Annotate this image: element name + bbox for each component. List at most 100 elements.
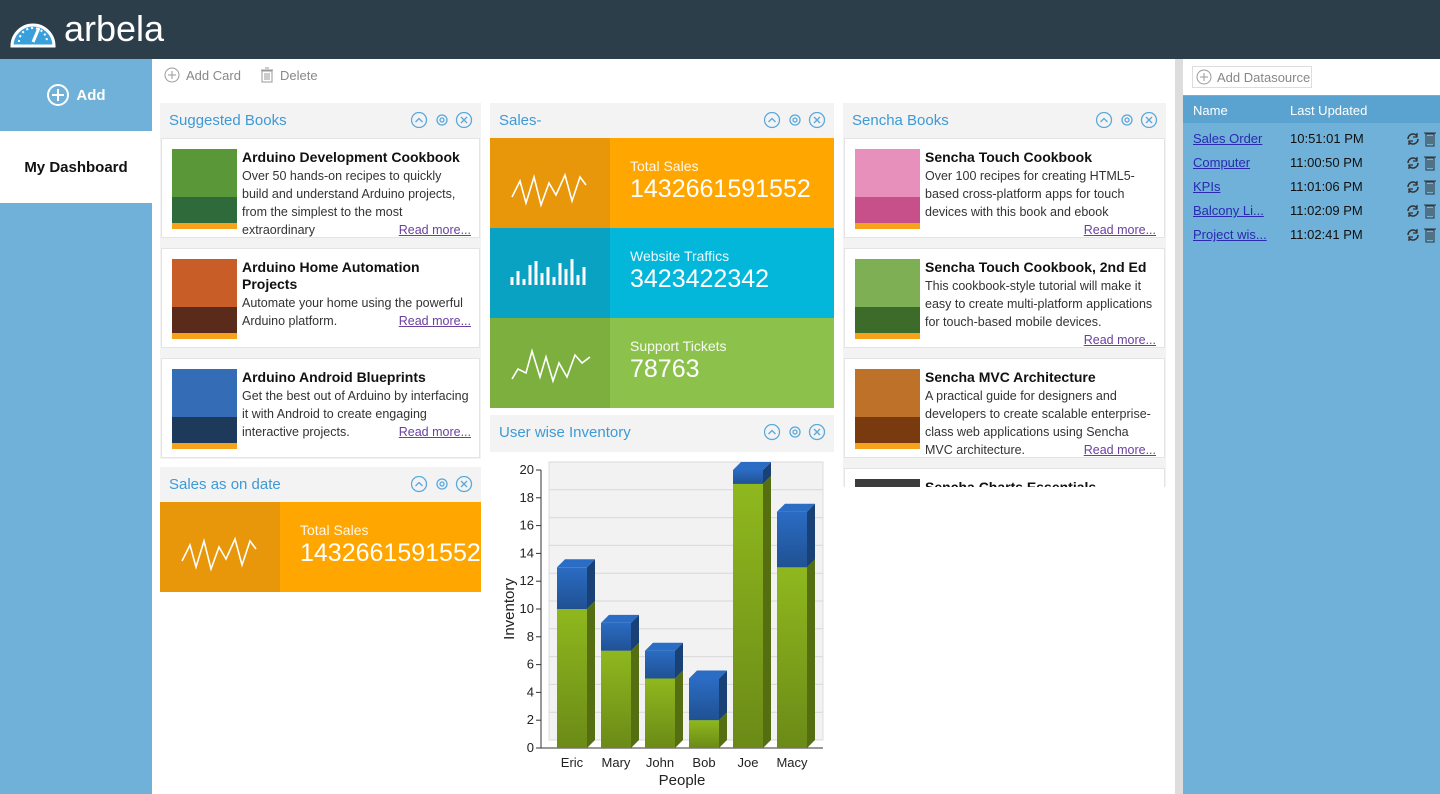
book-cover [172,259,237,339]
x-tick-label: Macy [776,755,808,770]
card-title: Sales- [499,112,542,129]
card-title: Sales as on date [169,476,281,493]
x-tick-label: Eric [561,755,584,770]
card-controls[interactable] [411,112,473,130]
add-button[interactable]: Add [0,59,152,131]
bar-segment [689,720,719,748]
row-actions[interactable] [1405,131,1437,147]
bar-segment-top [557,559,595,568]
card-controls[interactable] [411,476,473,494]
y-tick-label: 10 [520,601,534,616]
header: arbela [0,0,1440,59]
tile-value: 1432661591552 [630,175,811,203]
card-title: User wise Inventory [499,424,631,441]
y-tick-label: 2 [527,712,534,727]
bar-segment-side [587,559,595,609]
bar-segment-side [719,670,727,721]
datasource-updated: 11:02:41 PM [1290,227,1363,242]
tile-value: 1432661591552 [300,539,481,567]
x-tick-label: John [646,755,674,770]
tile-label: Total Sales [300,522,369,538]
book-item: Arduino Home Automation Projects Automate… [161,248,480,348]
book-title-text: Arduino Android Blueprints [242,369,426,385]
book-item: Arduino Development Cookbook Over 50 hand… [161,138,480,238]
scrollbar[interactable] [1175,59,1183,794]
datasource-updated: 10:51:01 PM [1290,131,1364,146]
bar-segment [689,678,719,721]
add-datasource-label: Add Datasource [1217,69,1311,85]
table-header: Name Last Updated [1183,96,1440,123]
datasource-name[interactable]: Project wis... [1193,227,1267,242]
datasource-name[interactable]: KPIs [1193,179,1221,194]
book-cover [855,259,920,339]
datasource-row: Balcony Li... 11:02:09 PM [1183,199,1440,223]
delete-button[interactable]: Delete [260,67,318,83]
read-more-link[interactable]: Read more... [398,223,471,237]
y-tick-label: 8 [527,629,534,644]
nav-item[interactable]: My Dashboard [0,131,152,203]
sales-card: Sales- Total Sales 1432661591552 Website… [490,103,834,408]
datasource-updated: 11:01:06 PM [1290,179,1363,194]
row-actions[interactable] [1405,203,1437,219]
book-description-text: Automate your home using the powerful Ar… [242,296,463,328]
bar-segment-side [807,559,815,748]
add-datasource-button[interactable]: Add Datasource [1192,66,1312,88]
read-more-link[interactable]: Read more... [1083,333,1156,347]
book-description-text: A practical guide for designers and deve… [925,389,1151,457]
inventory-card: User wise Inventory 0 2 4 6 8 10 12 14 16 18 20 Eri… [490,415,834,794]
trend-icon [490,228,610,318]
card-controls[interactable] [764,112,826,130]
plus-icon [1196,69,1212,85]
bar-segment-side [675,642,683,679]
datasource-name[interactable]: Computer [1193,155,1251,170]
brand: arbela [64,8,165,49]
datasource-name[interactable]: Sales Order [1193,131,1263,146]
tile-label: Support Tickets [630,338,727,354]
row-actions[interactable] [1405,155,1437,171]
book-title: Arduino Home Automation Projects Automate… [242,259,471,330]
card-header: User wise Inventory [490,415,834,450]
bar-segment [733,470,763,484]
bar-segment [777,567,807,748]
y-tick-label: 16 [520,518,534,533]
sales-on-date-card: Sales as on date Total Sales 14326615915… [160,467,481,592]
book-item: Arduino Android Blueprints Get the best o… [161,358,480,458]
add-card-button[interactable]: Add Card [164,67,241,83]
book-title: Arduino Android Blueprints Get the best o… [242,369,471,441]
card-title: Suggested Books [169,112,287,129]
card-title: Sencha Books [852,112,949,129]
book-title-text: Arduino Development Cookbook [242,149,460,165]
bar-segment-side [763,462,771,484]
read-more-link[interactable]: Read more... [398,425,471,439]
row-actions[interactable] [1405,227,1437,243]
read-more-link[interactable]: Read more... [1083,443,1156,457]
card-controls[interactable] [764,424,826,442]
book-title: Sencha MVC Architecture A practical guide… [925,369,1156,459]
y-tick-label: 12 [520,573,534,588]
read-more-link[interactable]: Read more... [1083,223,1156,237]
datasource-updated: 11:00:50 PM [1290,155,1363,170]
suggested-books-card: Suggested Books Arduino Development Cook… [160,103,481,459]
book-description: Over 100 recipes for creating HTML5-base… [925,167,1156,237]
add-label: Add [76,86,106,104]
card-header: Sales as on date [160,467,481,502]
book-title-text: Sencha Touch Cookbook, 2nd Ed [925,259,1147,275]
book-title: Sencha Charts Essentials [925,479,1156,487]
book-description-text: Over 100 recipes for creating HTML5-base… [925,169,1135,219]
tile-label: Website Traffics [630,248,730,264]
tile-value: 3423422342 [630,265,770,293]
tile-value: 78763 [630,355,700,383]
x-tick-label: Joe [738,755,759,770]
read-more-link[interactable]: Read more... [398,314,471,328]
row-actions[interactable] [1405,179,1437,195]
tile-label: Total Sales [630,158,699,174]
delete-label: Delete [280,67,318,83]
book-item: Sencha Touch Cookbook Over 100 recipes fo… [844,138,1165,238]
trend-icon [490,318,610,408]
bar-segment-top [733,462,771,470]
stat-tile: Total Sales 1432661591552 [490,138,834,228]
datasource-name[interactable]: Balcony Li... [1193,203,1264,218]
book-description: A practical guide for designers and deve… [925,387,1156,459]
card-controls[interactable] [1096,112,1158,130]
